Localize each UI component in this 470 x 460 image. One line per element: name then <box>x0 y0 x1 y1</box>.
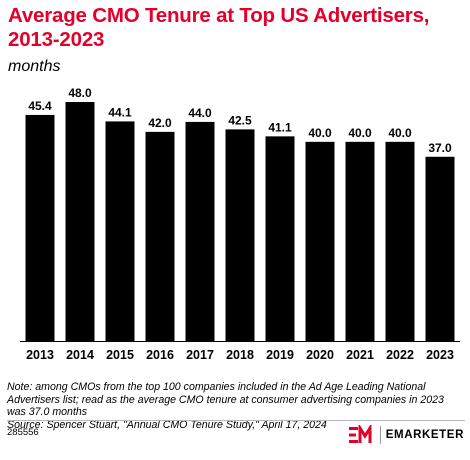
source-text: Source: Spencer Stuart, "Annual CMO Tenu… <box>7 418 327 431</box>
data-label-2022: 40.0 <box>388 126 412 140</box>
data-label-2015: 44.1 <box>108 105 132 119</box>
x-tick-label-2019: 2019 <box>266 348 294 362</box>
x-tick-label-2015: 2015 <box>106 348 134 362</box>
bar-2018 <box>225 129 255 341</box>
bar-2023 <box>425 156 455 341</box>
data-label-2013: 45.4 <box>28 99 52 113</box>
x-tick-label-2016: 2016 <box>146 348 174 362</box>
bar-2017 <box>185 121 215 341</box>
footnote-block: Note: among CMOs from the top 100 compan… <box>7 381 465 431</box>
bar-2016 <box>145 131 175 341</box>
data-label-2014: 48.0 <box>68 86 92 100</box>
bar-2019 <box>265 136 295 341</box>
x-tick-label-2018: 2018 <box>226 348 254 362</box>
x-tick-label-2014: 2014 <box>66 348 94 362</box>
data-label-2021: 40.0 <box>348 126 372 140</box>
chart-subtitle: months <box>8 58 61 75</box>
chart-id: 285556 <box>7 427 39 438</box>
emarketer-logo-icon <box>348 425 372 443</box>
data-label-2019: 41.1 <box>268 120 292 134</box>
x-tick-label-2020: 2020 <box>306 348 334 362</box>
x-tick-label-2021: 2021 <box>346 348 374 362</box>
data-label-2023: 37.0 <box>428 141 452 155</box>
brand-logo: EMARKETER <box>348 424 464 446</box>
bar-2021 <box>345 141 375 341</box>
data-label-2018: 42.5 <box>228 113 252 127</box>
data-label-2016: 42.0 <box>148 116 172 130</box>
bar-2020 <box>305 141 335 341</box>
x-tick-label-2023: 2023 <box>426 348 454 362</box>
x-tick-label-2017: 2017 <box>186 348 214 362</box>
x-tick-label-2022: 2022 <box>386 348 414 362</box>
bar-2022 <box>385 141 415 341</box>
footer-divider <box>7 420 465 421</box>
bar-2015 <box>105 121 135 341</box>
bar-2013 <box>25 114 55 341</box>
brand-separator <box>379 426 381 444</box>
brand-name: EMARKETER <box>385 429 464 441</box>
bar-2014 <box>65 102 95 341</box>
x-tick-label-2013: 2013 <box>26 348 54 362</box>
chart-title: Average CMO Tenure at Top US Advertisers… <box>8 4 430 51</box>
data-label-2020: 40.0 <box>308 126 332 140</box>
note-text: Note: among CMOs from the top 100 compan… <box>7 381 444 419</box>
bar-chart: 45.4 2013 48.0 2014 44.1 2015 42.0 2016 44.0 2017… <box>20 86 460 362</box>
data-label-2017: 44.0 <box>188 106 212 120</box>
